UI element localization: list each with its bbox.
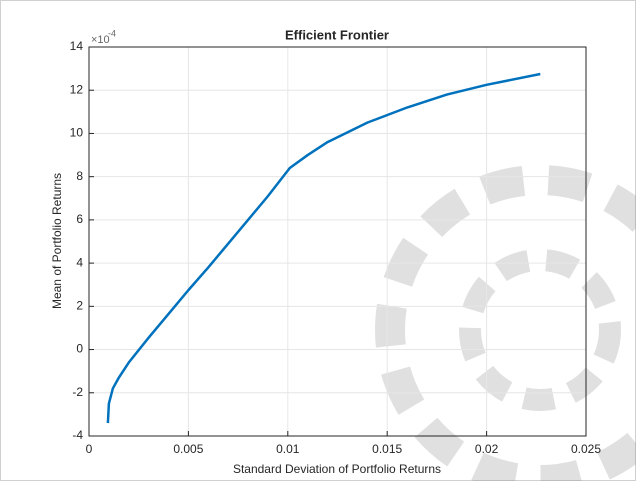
y-tick-label: 0	[76, 342, 83, 356]
plot-box	[88, 46, 587, 437]
x-axis-label: Standard Deviation of Portfolio Returns	[233, 462, 441, 476]
x-tick-label: 0.02	[475, 442, 499, 456]
x-tick-label: 0.005	[173, 442, 203, 456]
y-tick-label: 8	[76, 169, 83, 183]
y-tick-label: 12	[70, 82, 84, 96]
chart-title: Efficient Frontier	[285, 27, 389, 42]
line	[106, 72, 541, 424]
y-tick-label: 6	[76, 212, 83, 226]
y-scale-exponent: -4	[108, 28, 116, 38]
x-tick-label: 0.01	[276, 442, 300, 456]
y-tick-label: -2	[72, 385, 83, 399]
x-tick-label: 0.025	[571, 442, 601, 456]
watermark	[375, 165, 636, 481]
y-scale-base: ×10	[91, 34, 110, 46]
y-tick-label: 10	[70, 126, 84, 140]
y-axis-label: Mean of Portfolio Returns	[50, 173, 64, 309]
y-tick-label: 14	[70, 39, 84, 53]
y-tick-label: 4	[76, 255, 83, 269]
x-tick-label: 0	[86, 442, 93, 456]
y-tick-label: 2	[76, 299, 83, 313]
y-tick-label: -4	[72, 428, 83, 442]
x-tick-label: 0.015	[372, 442, 402, 456]
